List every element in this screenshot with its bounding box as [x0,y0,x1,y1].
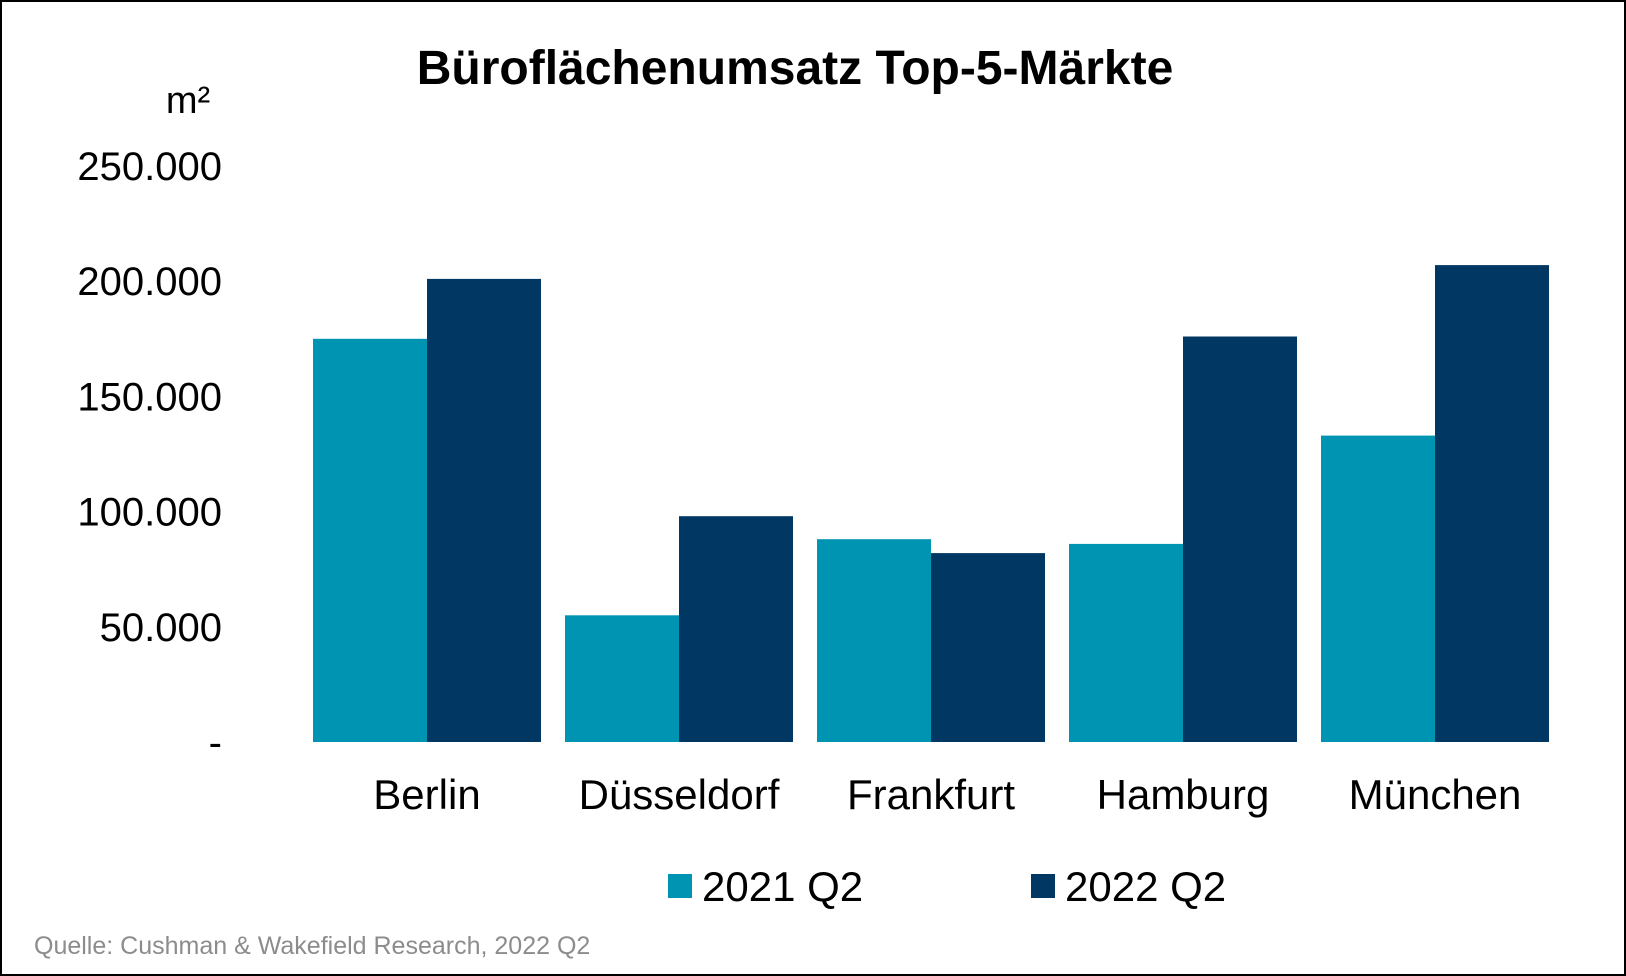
legend: 2021 Q2 2022 Q2 [668,863,1226,910]
y-tick-label: 150.000 [77,375,222,419]
legend-swatch [668,874,692,898]
bar-münchen-2022-q2 [1435,265,1549,742]
bar-münchen-2021-q2 [1321,435,1435,742]
x-tick-label: Düsseldorf [579,771,780,818]
bar-hamburg-2021-q2 [1069,543,1183,742]
chart-title: Büroflächenumsatz Top-5-Märkte [417,42,1174,95]
legend-label: 2022 Q2 [1065,863,1226,910]
y-axis-unit-label: m² [166,80,210,122]
x-tick-label: Berlin [373,771,480,818]
bar-berlin-2022-q2 [427,278,541,742]
x-axis-ticks: Berlin Düsseldorf Frankfurt Hamburg München [373,771,1521,818]
bars [313,265,1549,742]
bar-frankfurt-2022-q2 [931,553,1045,742]
y-tick-label: 100.000 [77,491,222,535]
x-tick-label: Frankfurt [847,771,1015,818]
y-tick-label: 200.000 [77,260,222,304]
y-tick-label: 250.000 [77,145,222,189]
bar-berlin-2021-q2 [313,338,427,742]
source-note: Quelle: Cushman & Wakefield Research, 20… [34,932,590,960]
legend-label: 2021 Q2 [702,863,863,910]
bar-düsseldorf-2022-q2 [679,516,793,742]
x-tick-label: Hamburg [1097,771,1270,818]
bar-düsseldorf-2021-q2 [565,615,679,742]
y-tick-label: 50.000 [100,606,222,650]
bar-hamburg-2022-q2 [1183,336,1297,742]
y-axis-ticks: - 50.000 100.000 150.000 200.000 250.000 [77,145,222,765]
bar-frankfurt-2021-q2 [817,539,931,742]
x-tick-label: München [1349,771,1522,818]
legend-swatch [1031,874,1055,898]
y-tick-label: - [209,721,222,765]
